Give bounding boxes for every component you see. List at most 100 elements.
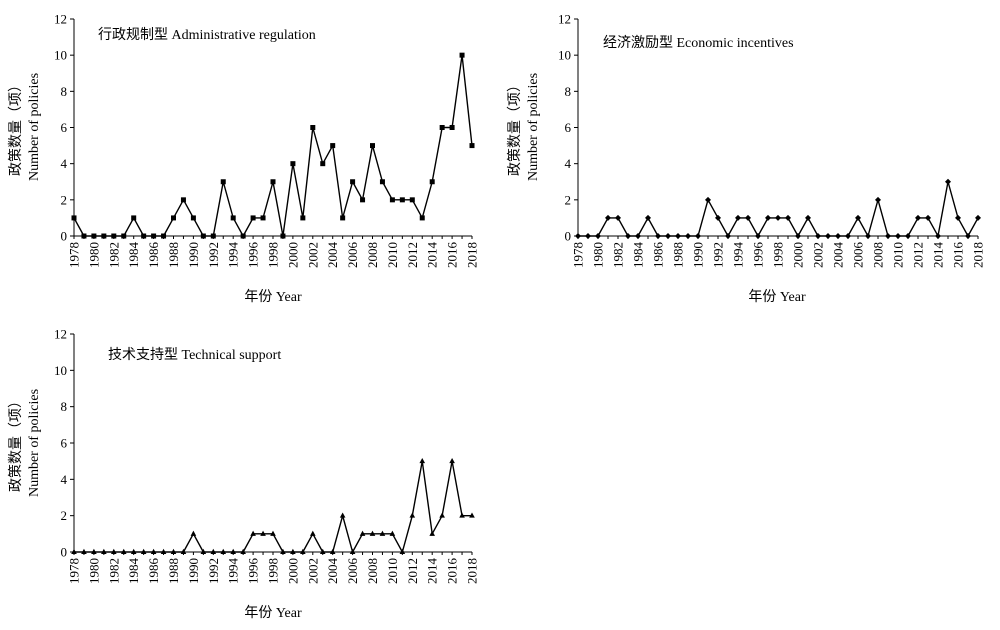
- y-tick-label: 8: [565, 84, 572, 99]
- data-point: [370, 143, 375, 149]
- y-axis-label-en: Number of policies: [526, 73, 541, 181]
- x-tick-label: 1994: [731, 242, 746, 269]
- panel-title: 技术支持型 Technical support: [108, 347, 281, 363]
- data-point: [429, 179, 435, 185]
- x-tick-label: 1988: [671, 242, 686, 268]
- data-point: [71, 215, 77, 221]
- y-axis-label-en: Number of policies: [27, 389, 42, 497]
- panel-title: 经济激励型 Economic incentives: [603, 34, 794, 51]
- y-tick-label: 4: [61, 472, 68, 487]
- x-tick-label: 1982: [106, 242, 121, 268]
- data-point: [459, 512, 465, 518]
- data-point: [310, 125, 316, 130]
- data-point: [965, 233, 971, 239]
- x-tick-label: 2012: [405, 242, 420, 268]
- y-tick-label: 12: [54, 327, 67, 342]
- data-point: [250, 530, 256, 536]
- data-point: [200, 233, 206, 239]
- data-point: [439, 512, 445, 518]
- data-point: [439, 125, 445, 130]
- data-point: [605, 214, 611, 221]
- x-tick-label: 1994: [226, 242, 241, 269]
- data-point: [675, 233, 681, 239]
- x-tick-label: 1996: [751, 242, 766, 269]
- data-point: [360, 197, 366, 203]
- data-point: [220, 179, 226, 185]
- data-point: [655, 233, 661, 239]
- data-point: [151, 233, 157, 239]
- data-point: [111, 233, 117, 239]
- data-point: [91, 548, 97, 554]
- data-point: [101, 548, 107, 554]
- data-point: [210, 548, 217, 554]
- data-point: [150, 548, 157, 554]
- data-point: [350, 179, 356, 185]
- x-tick-label: 1988: [166, 558, 181, 584]
- x-tick-label: 2008: [871, 242, 886, 268]
- data-point: [161, 233, 167, 239]
- data-point: [280, 233, 286, 239]
- x-tick-label: 2002: [305, 242, 320, 268]
- data-point: [230, 548, 236, 554]
- x-tick-label: 2018: [465, 558, 480, 584]
- y-tick-label: 2: [61, 192, 68, 207]
- data-point: [359, 530, 366, 536]
- x-tick-label: 2014: [425, 242, 440, 269]
- data-point: [260, 530, 266, 536]
- data-point: [130, 548, 137, 554]
- x-tick-label: 1984: [631, 242, 646, 269]
- y-tick-label: 10: [54, 48, 67, 63]
- y-axis-label-cn: 政策数量（项）: [7, 394, 24, 492]
- x-axis-label: 年份 Year: [244, 605, 302, 621]
- y-tick-label: 4: [61, 156, 68, 171]
- data-point: [449, 457, 455, 464]
- data-point: [685, 233, 691, 239]
- data-point: [975, 214, 981, 221]
- data-point: [300, 548, 306, 554]
- data-point: [905, 233, 911, 239]
- data-point: [449, 125, 455, 130]
- data-point: [419, 215, 425, 221]
- data-point: [825, 233, 831, 239]
- x-tick-label: 1978: [571, 242, 586, 268]
- data-point: [469, 512, 475, 518]
- data-point: [160, 548, 167, 554]
- data-point: [705, 196, 711, 203]
- x-tick-label: 2004: [831, 242, 846, 269]
- data-point: [945, 178, 951, 185]
- x-tick-label: 1980: [86, 242, 101, 268]
- data-point: [260, 215, 266, 221]
- data-point: [131, 215, 137, 221]
- x-tick-label: 1996: [246, 242, 261, 269]
- y-tick-label: 2: [61, 508, 68, 523]
- data-point: [595, 233, 601, 239]
- x-tick-label: 1978: [67, 242, 82, 268]
- y-axis-label-cn: 政策数量（项）: [506, 78, 523, 176]
- data-point: [665, 233, 671, 239]
- data-point: [270, 179, 276, 185]
- y-tick-label: 0: [61, 545, 68, 560]
- data-point: [120, 548, 127, 554]
- x-tick-label: 1986: [146, 242, 161, 269]
- x-tick-label: 1994: [226, 558, 241, 585]
- x-tick-label: 1980: [86, 558, 101, 584]
- data-point: [855, 214, 861, 221]
- data-point: [399, 548, 406, 554]
- data-point: [575, 233, 581, 239]
- data-point: [419, 457, 426, 464]
- x-tick-label: 2018: [465, 242, 480, 268]
- y-tick-label: 6: [61, 120, 68, 135]
- data-point: [349, 548, 356, 554]
- data-point: [270, 530, 276, 536]
- data-point: [180, 197, 186, 203]
- x-tick-label: 2016: [445, 242, 460, 269]
- y-tick-label: 6: [565, 120, 572, 135]
- data-point: [240, 548, 246, 554]
- y-tick-label: 10: [558, 48, 571, 63]
- x-axis-label: 年份 Year: [748, 289, 806, 305]
- data-point: [755, 233, 761, 239]
- data-point: [389, 197, 395, 203]
- data-point: [340, 215, 346, 221]
